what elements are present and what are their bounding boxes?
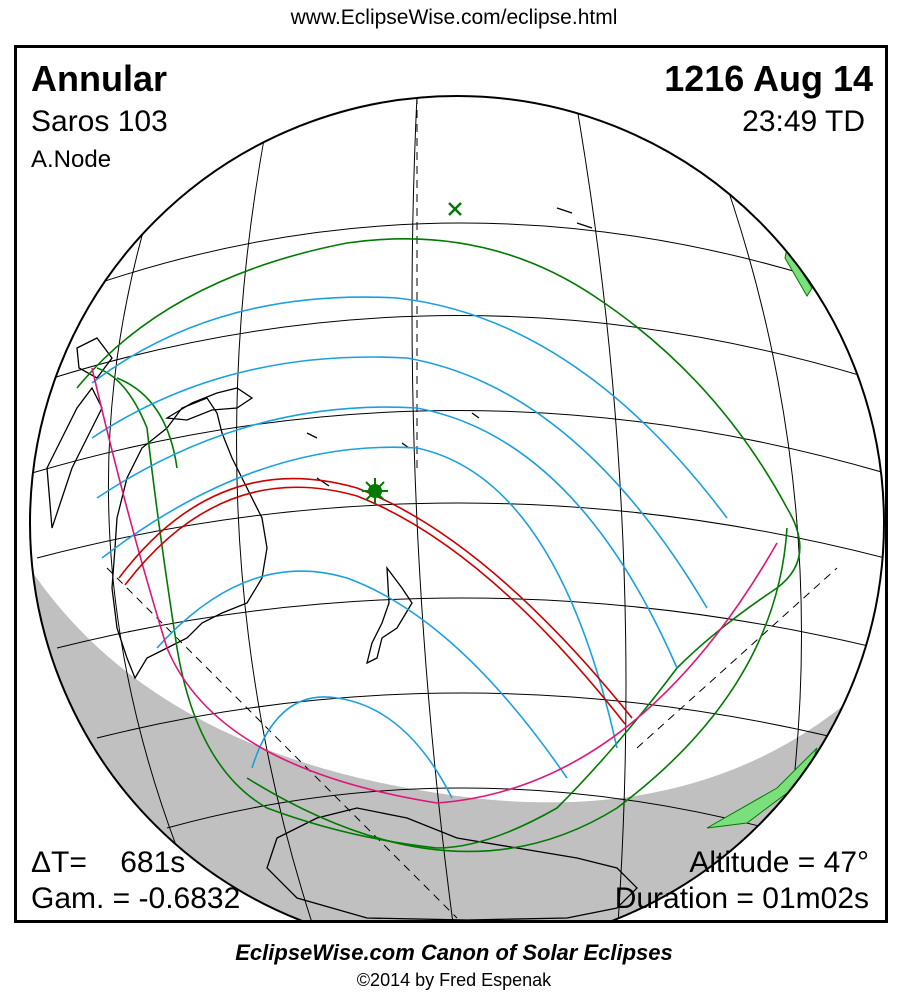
magnitude-lines xyxy=(91,296,728,799)
rise-set-curve xyxy=(91,367,778,804)
greatest-eclipse-marker xyxy=(362,478,388,504)
altitude: Altitude = 47° xyxy=(689,846,869,879)
eclipse-date: 1216 Aug 14 xyxy=(664,58,873,99)
central-path xyxy=(118,477,633,725)
header-url: www.EclipseWise.com/eclipse.html xyxy=(290,6,618,29)
globe-map xyxy=(29,95,885,920)
footer-copyright: ©2014 by Fred Espenak xyxy=(356,970,552,990)
dashed-lines xyxy=(106,96,838,919)
globe-disk xyxy=(30,96,884,920)
australia-outline xyxy=(111,397,268,680)
new-guinea-outline xyxy=(164,387,254,421)
coastlines xyxy=(46,207,638,920)
delta-t: ΔT= 681s xyxy=(31,846,186,879)
node-label: A.Node xyxy=(31,146,112,173)
globe-outline xyxy=(29,95,885,920)
night-side-shade xyxy=(30,548,884,920)
eclipse-type: Annular xyxy=(31,58,168,99)
subsolar-point-marker xyxy=(448,202,462,216)
antarctica-outline xyxy=(266,807,638,920)
duration: Duration = 01m02s xyxy=(614,882,869,915)
map-frame: Annular 1216 Aug 14 Saros 103 23:49 TD A… xyxy=(14,45,888,923)
footer-title: EclipseWise.com Canon of Solar Eclipses xyxy=(235,940,673,965)
new-zealand-outline xyxy=(366,565,413,665)
graticule xyxy=(31,96,884,920)
gamma: Gam. = -0.6832 xyxy=(31,882,241,915)
eclipse-time: 23:49 TD xyxy=(742,105,865,138)
saros-number: Saros 103 xyxy=(31,105,168,138)
